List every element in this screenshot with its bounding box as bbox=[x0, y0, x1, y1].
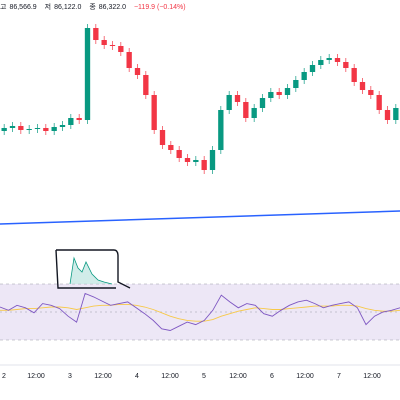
x-axis-ticks: 2 12:00 3 12:00 4 12:00 5 12:00 6 12:00 7 12:00 bbox=[2, 373, 381, 380]
legend-high: 고 86,566.9 bbox=[0, 4, 37, 11]
candle-body bbox=[51, 127, 57, 131]
candlestick-series bbox=[1, 24, 399, 174]
x-tick-label: 12:00 bbox=[296, 373, 314, 380]
candle-body bbox=[351, 68, 357, 82]
candle-body bbox=[101, 40, 107, 45]
candle-body bbox=[376, 95, 382, 110]
candle-body bbox=[268, 92, 274, 98]
candle-body bbox=[68, 118, 74, 125]
annotation-bracket[interactable] bbox=[55, 249, 131, 289]
candle-body bbox=[159, 130, 166, 145]
candle-body bbox=[243, 102, 249, 118]
candle-body bbox=[84, 28, 91, 120]
candle-body bbox=[393, 108, 399, 120]
candle-body bbox=[234, 95, 241, 102]
candle-body bbox=[284, 88, 291, 95]
candle-body bbox=[334, 58, 341, 62]
x-tick-label: 7 bbox=[337, 373, 341, 380]
x-tick-label: 2 bbox=[2, 373, 6, 380]
candle-body bbox=[176, 150, 182, 158]
candle-body bbox=[1, 128, 7, 131]
legend-change: −119.9 (−0.14%) bbox=[133, 4, 186, 11]
trendline-drawing[interactable] bbox=[0, 210, 400, 225]
candle-body bbox=[151, 95, 157, 130]
candle-body bbox=[309, 65, 316, 72]
candle-body bbox=[318, 60, 324, 65]
rsi-line bbox=[0, 292, 400, 331]
candle-body bbox=[259, 98, 266, 108]
candle-body bbox=[9, 126, 16, 128]
x-tick-label: 5 bbox=[202, 373, 206, 380]
bracket-sparkline bbox=[69, 256, 113, 285]
candle-body bbox=[34, 128, 41, 129]
candle-body bbox=[368, 90, 374, 95]
x-tick-label: 6 bbox=[270, 373, 274, 380]
candle-body bbox=[359, 82, 366, 90]
candle-body bbox=[26, 129, 32, 130]
ohlc-legend: 고 86,566.9 저 86,122.0 종 86,322.0 −119.9 (−0… bbox=[0, 2, 189, 12]
rsi-pane bbox=[0, 283, 400, 341]
candle-body bbox=[18, 126, 24, 130]
candle-body bbox=[126, 52, 132, 68]
candle-body bbox=[43, 128, 49, 131]
candle-body bbox=[293, 80, 299, 88]
candle-body bbox=[168, 145, 174, 150]
candle-body bbox=[226, 95, 232, 110]
x-tick-label: 4 bbox=[135, 373, 139, 380]
candle-body bbox=[384, 110, 391, 120]
candle-body bbox=[118, 46, 124, 52]
candle-body bbox=[301, 72, 307, 80]
candle-body bbox=[218, 110, 224, 150]
x-tick-label: 12:00 bbox=[27, 373, 45, 380]
candle-body bbox=[251, 108, 257, 118]
candle-body bbox=[143, 75, 149, 95]
candle-body bbox=[134, 68, 141, 75]
bracket-outline bbox=[55, 249, 131, 289]
x-tick-label: 12:00 bbox=[94, 373, 112, 380]
bracket-sparkline-fill bbox=[70, 258, 112, 284]
legend-low: 저 86,122.0 bbox=[44, 4, 82, 11]
candle-body bbox=[93, 28, 99, 40]
candle-body bbox=[209, 150, 216, 170]
x-tick-label: 3 bbox=[68, 373, 72, 380]
candle-body bbox=[193, 160, 199, 162]
x-tick-label: 12:00 bbox=[229, 373, 247, 380]
candle-body bbox=[184, 158, 191, 162]
candle-body bbox=[59, 125, 66, 127]
candle-body bbox=[276, 92, 282, 95]
candle-body bbox=[76, 118, 82, 120]
rsi-ma-line bbox=[0, 303, 400, 322]
candle-body bbox=[343, 62, 349, 68]
candle-body bbox=[326, 58, 332, 60]
candle-body bbox=[201, 160, 207, 170]
legend-close: 종 86,322.0 bbox=[89, 4, 127, 11]
x-tick-label: 12:00 bbox=[161, 373, 179, 380]
candle-body bbox=[109, 45, 116, 46]
x-tick-label: 12:00 bbox=[363, 373, 381, 380]
